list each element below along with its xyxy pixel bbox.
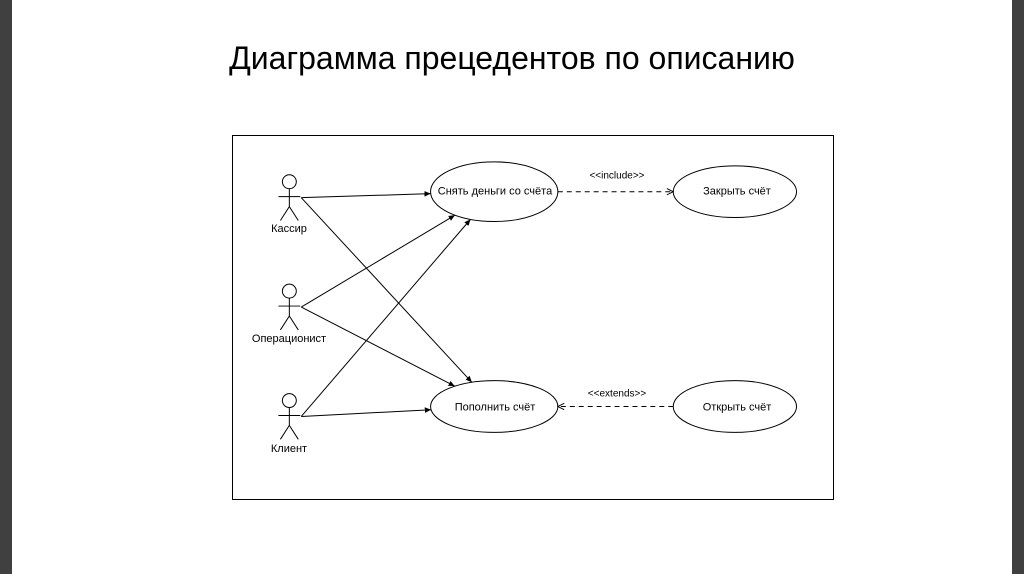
relation-label: <<include>> <box>589 171 644 182</box>
usecase-label-topup: Пополнить счёт <box>435 401 555 414</box>
usecase-label-withdraw: Снять деньги со счёта <box>435 185 555 198</box>
usecase-diagram-frame: Снять деньги со счёта Закрыть счёт Пополни… <box>232 135 834 500</box>
actor-label-cashier: Кассир <box>249 223 329 235</box>
actor-label-client: Клиент <box>249 443 329 455</box>
page-title: Диаграмма прецедентов по описанию <box>12 40 1012 77</box>
actor-label-operator: Операционист <box>249 333 329 345</box>
relation-label: <<extends>> <box>588 389 646 400</box>
usecase-label-open: Открыть счёт <box>677 401 797 414</box>
usecase-label-close: Закрыть счёт <box>677 185 797 198</box>
